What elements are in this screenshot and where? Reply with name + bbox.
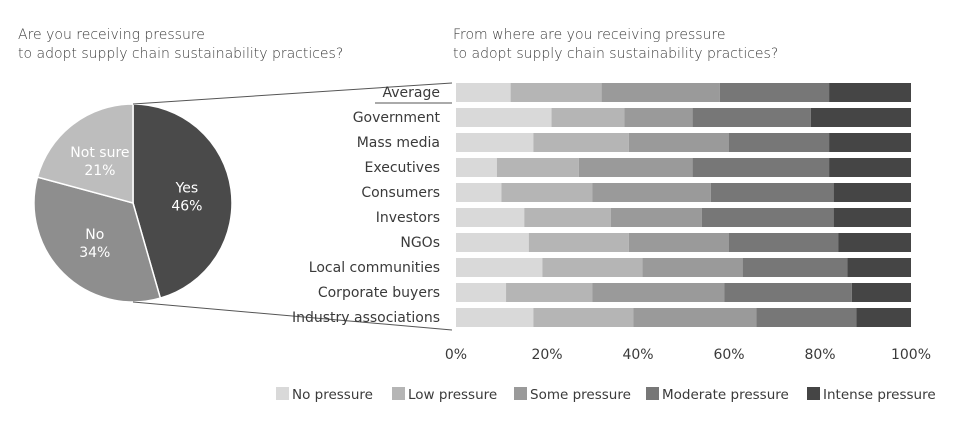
legend-swatch-some-pressure <box>514 387 527 400</box>
bar-segment-no-pressure <box>456 233 529 252</box>
bar-title-line-2: to adopt supply chain sustainability pra… <box>453 46 779 62</box>
connector-line-bottom <box>132 301 453 331</box>
x-tick-label: 100% <box>891 347 931 363</box>
category-label: Government <box>353 110 441 126</box>
bar-segment-moderate-pressure <box>692 158 830 177</box>
bar-segment-some-pressure <box>592 283 725 302</box>
pie-slice-yes <box>132 103 233 300</box>
category-label: Industry associations <box>292 310 440 326</box>
bar-segment-some-pressure <box>578 158 693 177</box>
bar-segment-no-pressure <box>456 308 534 327</box>
category-label: Average <box>383 85 441 101</box>
bar-segment-intense-pressure <box>833 183 911 202</box>
pie-chart-title: Are you receiving pressure to adopt supp… <box>18 26 358 64</box>
bar-title-line-1: From where are you receiving pressure <box>453 27 726 43</box>
pie-label-no: No <box>85 227 104 243</box>
bar-segment-moderate-pressure <box>692 108 811 127</box>
bar-segment-intense-pressure <box>856 308 911 327</box>
x-tick-label: 80% <box>804 347 835 363</box>
bar-segment-some-pressure <box>592 183 711 202</box>
category-label: Investors <box>376 210 440 226</box>
pie-title-line-2: to adopt supply chain sustainability pra… <box>18 46 344 62</box>
bar-segment-low-pressure <box>542 258 643 277</box>
category-label: NGOs <box>400 235 440 251</box>
bar-segment-moderate-pressure <box>719 83 830 102</box>
bar-segment-low-pressure <box>501 183 593 202</box>
bar-segment-moderate-pressure <box>724 283 852 302</box>
legend-swatch-moderate-pressure <box>646 387 659 400</box>
pie-value-no: 34% <box>79 245 110 261</box>
legend-label-low-pressure: Low pressure <box>408 387 497 403</box>
bar-segment-low-pressure <box>551 108 625 127</box>
bar-segment-some-pressure <box>633 308 757 327</box>
legend-swatch-intense-pressure <box>807 387 820 400</box>
bar-segment-some-pressure <box>610 208 702 227</box>
bar-chart-title: From where are you receiving pressure to… <box>453 26 873 64</box>
pie-slice-not-sure <box>36 103 134 204</box>
bar-segment-intense-pressure <box>838 233 911 252</box>
bar-segment-moderate-pressure <box>729 233 839 252</box>
bar-segment-low-pressure <box>533 308 634 327</box>
bar-segment-low-pressure <box>496 158 579 177</box>
bar-segment-no-pressure <box>456 133 534 152</box>
pie-value-yes: 46% <box>171 198 202 214</box>
legend-label-some-pressure: Some pressure <box>530 387 631 403</box>
category-label: Consumers <box>361 185 440 201</box>
bar-segment-no-pressure <box>456 283 507 302</box>
bar-segment-intense-pressure <box>829 133 911 152</box>
bar-segment-moderate-pressure <box>756 308 857 327</box>
legend-swatch-no-pressure <box>276 387 289 400</box>
legend-label-intense-pressure: Intense pressure <box>823 387 936 403</box>
bar-segment-no-pressure <box>456 108 552 127</box>
bar-segment-intense-pressure <box>833 208 911 227</box>
pie-title-line-1: Are you receiving pressure <box>18 27 205 43</box>
bar-segment-intense-pressure <box>851 283 911 302</box>
x-tick-label: 20% <box>531 347 562 363</box>
x-tick-label: 0% <box>445 347 467 363</box>
bar-segment-no-pressure <box>456 208 525 227</box>
bar-segment-low-pressure <box>524 208 611 227</box>
bar-segment-intense-pressure <box>829 158 911 177</box>
connector-line-top <box>132 82 453 105</box>
bar-segment-some-pressure <box>628 133 729 152</box>
pie-label-yes: Yes <box>175 180 199 196</box>
bar-segment-some-pressure <box>642 258 743 277</box>
bar-segment-no-pressure <box>456 83 511 102</box>
bar-segment-low-pressure <box>528 233 629 252</box>
bar-segment-low-pressure <box>510 83 602 102</box>
bar-segment-no-pressure <box>456 258 543 277</box>
category-label: Local communities <box>309 260 440 276</box>
x-tick-label: 40% <box>622 347 653 363</box>
bar-segment-no-pressure <box>456 183 502 202</box>
bar-segment-low-pressure <box>533 133 629 152</box>
bar-segment-some-pressure <box>628 233 729 252</box>
legend-label-moderate-pressure: Moderate pressure <box>662 387 789 403</box>
bar-segment-intense-pressure <box>847 258 911 277</box>
bar-segment-intense-pressure <box>829 83 911 102</box>
x-tick-label: 60% <box>713 347 744 363</box>
category-label: Executives <box>365 160 440 176</box>
category-label: Corporate buyers <box>318 285 440 301</box>
legend-label-no-pressure: No pressure <box>292 387 373 403</box>
bar-segment-no-pressure <box>456 158 497 177</box>
bar-segment-intense-pressure <box>810 108 911 127</box>
bar-segment-low-pressure <box>506 283 593 302</box>
bar-segment-some-pressure <box>624 108 693 127</box>
category-label: Mass media <box>357 135 440 151</box>
bar-segment-moderate-pressure <box>710 183 834 202</box>
bar-segment-moderate-pressure <box>742 258 848 277</box>
bar-segment-moderate-pressure <box>729 133 830 152</box>
legend-swatch-low-pressure <box>392 387 405 400</box>
bar-segment-some-pressure <box>601 83 720 102</box>
pie-label-not-sure: Not sure <box>70 145 129 161</box>
pie-value-not-sure: 21% <box>84 163 115 179</box>
bar-segment-moderate-pressure <box>701 208 834 227</box>
